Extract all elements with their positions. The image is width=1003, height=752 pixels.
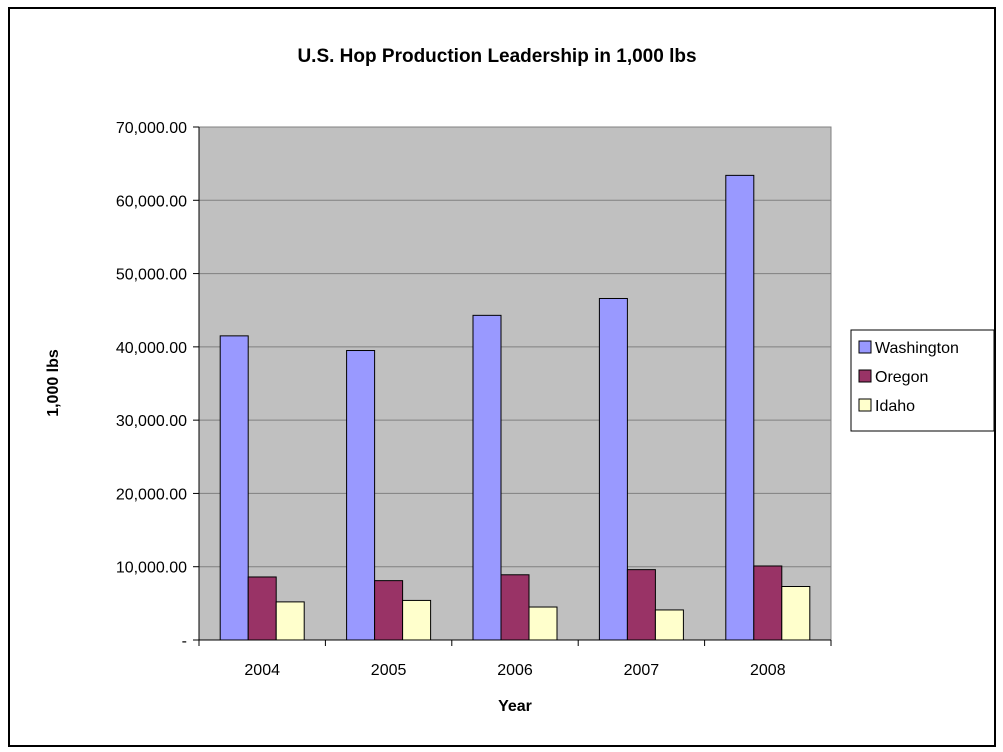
legend-label-oregon: Oregon <box>875 369 928 386</box>
y-tick-label: 40,000.00 <box>116 340 187 357</box>
bar-oregon-2005 <box>374 580 404 641</box>
legend-box <box>850 329 995 432</box>
bar-oregon-2004 <box>247 576 277 641</box>
legend-swatch-washington <box>858 340 872 354</box>
x-tick-label: 2005 <box>371 662 407 679</box>
y-tick-label: 30,000.00 <box>116 413 187 430</box>
bar-oregon-2008 <box>753 565 783 641</box>
legend-label-idaho: Idaho <box>875 398 915 415</box>
y-tick-label: 60,000.00 <box>116 193 187 210</box>
y-tick-label: 20,000.00 <box>116 486 187 503</box>
legend-swatch-oregon <box>858 369 872 383</box>
bar-washington-2007 <box>598 297 628 641</box>
bar-washington-2004 <box>219 335 249 641</box>
bar-idaho-2005 <box>402 599 432 641</box>
x-axis: 2004 2005 2006 2007 2008 <box>198 639 832 679</box>
y-tick-label: 70,000.00 <box>116 120 187 137</box>
y-tick-label: - <box>182 633 187 650</box>
legend-label-washington: Washington <box>875 340 959 357</box>
x-axis-title: Year <box>498 698 532 715</box>
x-tick-label: 2006 <box>497 662 533 679</box>
bar-idaho-2004 <box>275 601 305 641</box>
x-tick-label: 2007 <box>624 662 660 679</box>
bar-idaho-2007 <box>654 609 684 641</box>
x-tick-label: 2008 <box>750 662 786 679</box>
bar-oregon-2006 <box>500 574 530 641</box>
chart-title: U.S. Hop Production Leadership in 1,000 … <box>297 46 696 67</box>
bar-washington-2006 <box>472 314 502 641</box>
y-tick-label: 50,000.00 <box>116 267 187 284</box>
y-axis: - 10,000.00 20,000.00 30,000.00 40,000.00 50,… <box>116 120 200 650</box>
bar-idaho-2006 <box>528 606 558 641</box>
legend: Washington Oregon Idaho <box>850 329 995 432</box>
bar-idaho-2008 <box>781 586 811 641</box>
bar-washington-2005 <box>346 350 376 641</box>
y-axis-title: 1,000 lbs <box>45 349 62 417</box>
bar-washington-2008 <box>725 174 755 641</box>
bar-oregon-2007 <box>626 569 656 641</box>
x-tick-label: 2004 <box>244 662 280 679</box>
bars <box>219 174 811 641</box>
y-tick-label: 10,000.00 <box>116 560 187 577</box>
legend-swatch-idaho <box>858 398 872 412</box>
